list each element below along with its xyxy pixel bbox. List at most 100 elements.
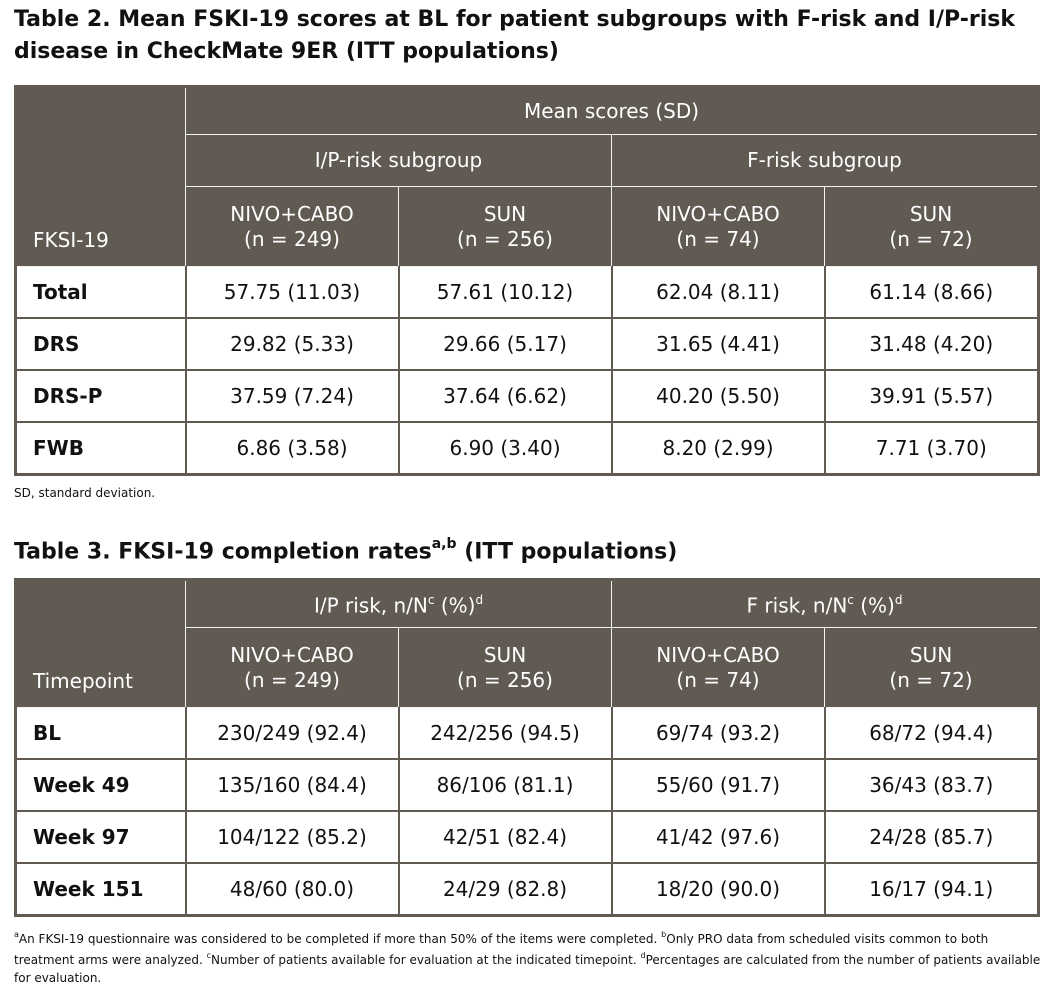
footnote-text: Number of patients available for evaluat…	[211, 953, 641, 967]
arm-name: NIVO+CABO	[656, 642, 780, 667]
table-3-footnotes: aAn FKSI-19 questionnaire was considered…	[14, 927, 1042, 987]
table-3-arm-header: NIVO+CABO (n = 74)	[611, 627, 826, 708]
table-3-group-header: F risk, n/Nc (%)d	[611, 579, 1040, 628]
table-2: FKSI-19 Mean scores (SD) I/P-risk subgro…	[14, 85, 1041, 476]
table-row: Total 57.75 (11.03) 57.61 (10.12) 62.04 …	[15, 266, 1040, 319]
group-header-text: (%)	[434, 593, 476, 618]
table-cell: 8.20 (2.99)	[611, 422, 826, 476]
arm-n: (n = 256)	[457, 667, 553, 692]
table-cell: 86/106 (81.1)	[398, 759, 613, 812]
footnote-marker: d	[640, 951, 646, 960]
arm-name: NIVO+CABO	[656, 201, 780, 226]
table-cell: 31.48 (4.20)	[824, 318, 1040, 371]
table-row: Week 49 135/160 (84.4) 86/106 (81.1) 55/…	[15, 759, 1040, 812]
table-3-corner-header: Timepoint	[15, 579, 186, 708]
table-cell: 18/20 (90.0)	[611, 863, 826, 917]
table-cell: 39.91 (5.57)	[824, 370, 1040, 423]
superscript: c	[427, 593, 435, 608]
row-label: Week 151	[15, 863, 187, 917]
table-cell: 37.64 (6.62)	[398, 370, 613, 423]
table-cell: 31.65 (4.41)	[611, 318, 826, 371]
table-3-title: Table 3. FKSI-19 completion ratesa,b (IT…	[14, 530, 677, 568]
arm-name: SUN	[909, 201, 953, 226]
table-cell: 57.61 (10.12)	[398, 266, 613, 319]
arm-n: (n = 72)	[889, 226, 973, 251]
table-2-group-header: Mean scores (SD)	[185, 86, 1040, 135]
arm-name: SUN	[909, 642, 953, 667]
table-cell: 135/160 (84.4)	[185, 759, 400, 812]
table-row: Week 97 104/122 (85.2) 42/51 (82.4) 41/4…	[15, 811, 1040, 864]
footnote-marker: c	[206, 951, 211, 960]
group-header-text: (%)	[853, 593, 895, 618]
arm-n: (n = 256)	[457, 226, 553, 251]
table-cell: 57.75 (11.03)	[185, 266, 400, 319]
footnote-text: Only PRO data from scheduled visits comm…	[14, 932, 989, 967]
table-3-title-suffix: (ITT populations)	[456, 539, 678, 565]
table-2-arm-header: SUN (n = 256)	[398, 186, 612, 267]
row-label: BL	[15, 707, 187, 760]
table-cell: 29.82 (5.33)	[185, 318, 400, 371]
arm-name: SUN	[483, 201, 527, 226]
arm-n: (n = 74)	[676, 226, 760, 251]
table-3-title-superscript: a,b	[431, 536, 457, 552]
superscript: d	[475, 593, 484, 608]
table-row: BL 230/249 (92.4) 242/256 (94.5) 69/74 (…	[15, 707, 1040, 760]
table-cell: 55/60 (91.7)	[611, 759, 826, 812]
table-row: FWB 6.86 (3.58) 6.90 (3.40) 8.20 (2.99) …	[15, 422, 1040, 476]
footnote-text: Percentages are calculated from the numb…	[14, 953, 1041, 985]
table-cell: 40.20 (5.50)	[611, 370, 826, 423]
table-2-arm-header: SUN (n = 72)	[824, 186, 1040, 267]
table-cell: 7.71 (3.70)	[824, 422, 1040, 476]
table-3-group-header: I/P risk, n/Nc (%)d	[185, 579, 613, 628]
table-cell: 68/72 (94.4)	[824, 707, 1040, 760]
table-cell: 48/60 (80.0)	[185, 863, 400, 917]
row-label: Week 97	[15, 811, 187, 864]
table-2-footnote: SD, standard deviation.	[14, 486, 156, 500]
table-cell: 29.66 (5.17)	[398, 318, 613, 371]
table-2-title: Table 2. Mean FSKI-19 scores at BL for p…	[14, 7, 1016, 64]
table-row: Week 151 48/60 (80.0) 24/29 (82.8) 18/20…	[15, 863, 1040, 917]
table-cell: 24/29 (82.8)	[398, 863, 613, 917]
table-3-title-text: Table 3. FKSI-19 completion rates	[14, 539, 432, 565]
table-cell: 41/42 (97.6)	[611, 811, 826, 864]
group-header-text: I/P risk, n/N	[313, 593, 428, 618]
table-cell: 37.59 (7.24)	[185, 370, 400, 423]
table-cell: 62.04 (8.11)	[611, 266, 826, 319]
row-label: Total	[15, 266, 187, 319]
arm-n: (n = 72)	[889, 667, 973, 692]
table-3-arm-header: NIVO+CABO (n = 249)	[185, 627, 399, 708]
arm-n: (n = 249)	[244, 226, 340, 251]
table-cell: 24/28 (85.7)	[824, 811, 1040, 864]
table-cell: 16/17 (94.1)	[824, 863, 1040, 917]
table-2-corner-header: FKSI-19	[15, 86, 186, 267]
table-row: DRS-P 37.59 (7.24) 37.64 (6.62) 40.20 (5…	[15, 370, 1040, 423]
table-cell: 242/256 (94.5)	[398, 707, 613, 760]
table-3-arm-header: SUN (n = 256)	[398, 627, 613, 708]
arm-name: NIVO+CABO	[230, 642, 354, 667]
table-row: DRS 29.82 (5.33) 29.66 (5.17) 31.65 (4.4…	[15, 318, 1040, 371]
arm-n: (n = 249)	[244, 667, 340, 692]
table-3: Timepoint I/P risk, n/Nc (%)d F risk, n/…	[14, 578, 1041, 917]
arm-name: SUN	[483, 642, 527, 667]
footnote-marker: b	[661, 930, 667, 939]
superscript: d	[894, 593, 903, 608]
table-cell: 6.86 (3.58)	[185, 422, 400, 476]
table-2-arm-header: NIVO+CABO (n = 74)	[611, 186, 825, 267]
table-cell: 230/249 (92.4)	[185, 707, 400, 760]
table-3-arm-header: SUN (n = 72)	[824, 627, 1040, 708]
footnote-text: An FKSI-19 questionnaire was considered …	[18, 932, 662, 946]
table-2-subgroup-header: F-risk subgroup	[611, 134, 1040, 187]
table-cell: 61.14 (8.66)	[824, 266, 1040, 319]
table-2-arm-header: NIVO+CABO (n = 249)	[185, 186, 399, 267]
group-header-text: F risk, n/N	[746, 593, 848, 618]
arm-n: (n = 74)	[676, 667, 760, 692]
footnote-marker: a	[14, 930, 19, 939]
superscript: c	[847, 593, 854, 608]
table-2-subgroup-header: I/P-risk subgroup	[185, 134, 612, 187]
row-label: Week 49	[15, 759, 187, 812]
row-label: DRS-P	[15, 370, 187, 423]
arm-name: NIVO+CABO	[230, 201, 354, 226]
table-cell: 104/122 (85.2)	[185, 811, 400, 864]
table-cell: 69/74 (93.2)	[611, 707, 826, 760]
table-cell: 6.90 (3.40)	[398, 422, 613, 476]
